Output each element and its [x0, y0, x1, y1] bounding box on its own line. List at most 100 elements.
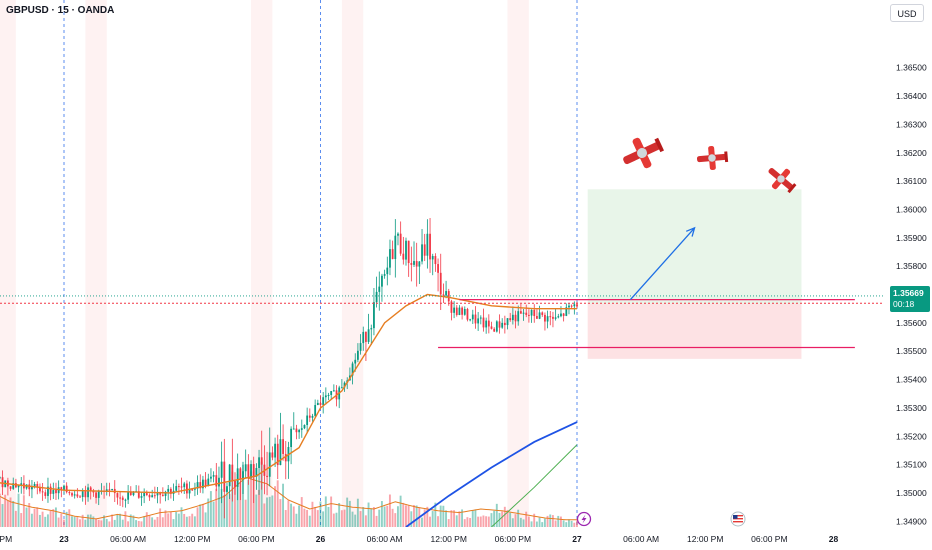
- volume-bar: [127, 521, 130, 527]
- volume-bar: [567, 519, 570, 527]
- candle-body: [1, 477, 4, 488]
- volume-bar: [477, 516, 480, 527]
- candle-body: [477, 318, 480, 324]
- price-axis-background: [884, 0, 932, 550]
- price-tick-label: 1.36300: [896, 119, 927, 129]
- time-axis[interactable]: 00 PM 23 06:00 AM 12:00 PM 06:00 PM 26 06:00 A…: [0, 527, 932, 550]
- candle-body: [159, 493, 162, 495]
- candle-body: [151, 495, 154, 498]
- candle-body: [429, 233, 431, 260]
- us-flag-icon[interactable]: [730, 511, 746, 527]
- volume-bar: [570, 520, 573, 527]
- price-axis[interactable]: 1.36500 1.36400 1.36300 1.36200 1.36100 1.360…: [884, 0, 932, 550]
- volume-bar: [209, 491, 212, 527]
- volume-bar: [217, 498, 220, 527]
- candle-body: [260, 457, 263, 465]
- candle-body: [351, 363, 354, 376]
- volume-bar: [490, 513, 493, 527]
- candle-body: [196, 482, 199, 489]
- volume-bar: [402, 502, 405, 527]
- volume-bar: [234, 480, 236, 527]
- currency-selector[interactable]: USD: [890, 4, 924, 22]
- candle-body: [111, 488, 113, 490]
- candle-body: [247, 464, 250, 478]
- session-band: [341, 0, 364, 527]
- candle-body: [300, 428, 303, 430]
- volume-bar: [463, 519, 466, 527]
- candle-body: [413, 261, 415, 265]
- candle-body: [55, 490, 57, 494]
- volume-bar: [429, 516, 431, 527]
- candle-body: [177, 486, 180, 488]
- symbol-title[interactable]: GBPUSD · 15 · OANDA: [6, 5, 115, 16]
- volume-bar: [161, 517, 164, 527]
- event-markers[interactable]: [576, 511, 746, 527]
- candle-body: [490, 326, 493, 329]
- volume-bar: [362, 507, 365, 527]
- volume-bar: [89, 514, 92, 527]
- candle-body: [423, 244, 426, 256]
- volume-bar: [439, 505, 442, 527]
- session-band: [85, 0, 107, 527]
- candle-body: [319, 402, 322, 405]
- volume-bar: [260, 461, 263, 527]
- volume-bar: [279, 499, 282, 527]
- volume-bar: [332, 513, 335, 527]
- candle-body: [394, 235, 397, 260]
- volume-bar: [140, 521, 143, 527]
- volume-bar: [351, 511, 354, 527]
- volume-bar: [370, 508, 373, 527]
- volume-bar: [111, 514, 113, 527]
- volume-bar: [461, 509, 464, 527]
- volume-bar: [543, 518, 546, 527]
- time-tick-label: 12:00 PM: [431, 534, 467, 544]
- volume-bar: [525, 511, 528, 527]
- candle-body: [474, 314, 477, 324]
- price-tick-label: 1.35400: [896, 375, 927, 385]
- volume-bar: [108, 521, 111, 527]
- candle-body: [458, 307, 461, 316]
- candle-body: [271, 452, 274, 458]
- lightning-icon[interactable]: [576, 511, 592, 527]
- candle-body: [397, 233, 399, 236]
- volume-bar: [311, 501, 314, 527]
- sma-blue-line: [405, 421, 578, 528]
- candle-body: [549, 316, 552, 318]
- projection-arrow[interactable]: [629, 226, 696, 301]
- volume-bar: [71, 516, 73, 527]
- candle-body: [298, 429, 301, 433]
- candle-body: [322, 397, 325, 405]
- candle-body: [568, 305, 570, 308]
- candle-body: [0, 477, 1, 479]
- volume-bar: [12, 500, 15, 527]
- volume-bar: [407, 505, 410, 527]
- volume-bar: [375, 515, 378, 527]
- volume-bar: [225, 489, 228, 527]
- price-tick-label: 1.35800: [896, 261, 927, 271]
- candle-body: [495, 321, 498, 332]
- volume-bar: [431, 511, 434, 527]
- volume-bar: [479, 516, 482, 527]
- volume-bar: [63, 519, 65, 527]
- candle-body: [487, 320, 490, 327]
- volume-bar: [266, 497, 268, 527]
- volume-bar: [228, 493, 231, 527]
- volume-bar: [41, 511, 44, 527]
- time-tick-label: 27: [572, 534, 582, 544]
- candle-body: [49, 486, 52, 494]
- day-separators: [63, 0, 578, 527]
- horizontal-levels[interactable]: [0, 295, 884, 349]
- volume-bar: [199, 504, 202, 527]
- volume-bar: [380, 501, 383, 527]
- last-price-badge: 1.35669 00:18: [890, 286, 930, 312]
- candle-body: [308, 415, 311, 418]
- candle-body: [533, 309, 536, 317]
- price-tick-label: 1.35100: [896, 460, 927, 470]
- volume-bar: [503, 506, 506, 527]
- volume-bar: [330, 496, 333, 527]
- candle-body: [522, 312, 525, 314]
- volume-bar: [415, 505, 418, 527]
- volume-bar: [527, 516, 530, 527]
- volume-bars: [0, 461, 578, 527]
